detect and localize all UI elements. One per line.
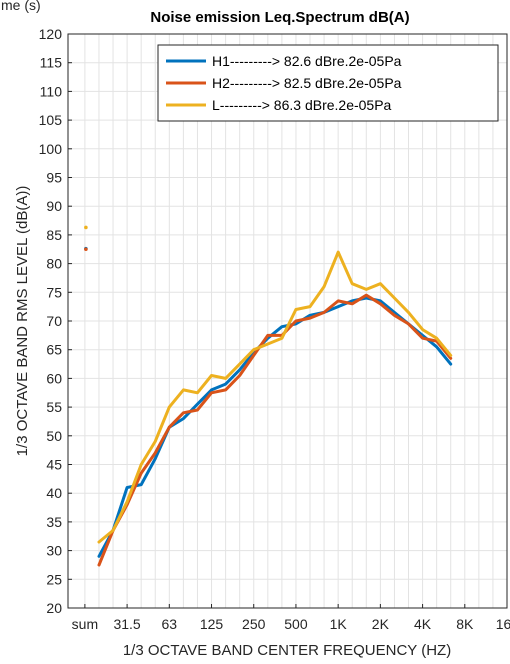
y-tick-label: 105 <box>39 112 63 128</box>
y-tick-label: 100 <box>39 141 63 157</box>
series-lines <box>84 225 453 567</box>
chart-title: Noise emission Leq.Spectrum dB(A) <box>150 9 409 26</box>
y-tick-label: 40 <box>46 485 62 501</box>
legend: H1---------> 82.6 dBre.2e-05Pa H2--------… <box>157 44 499 122</box>
series-line-1 <box>97 293 453 567</box>
y-tick-label: 75 <box>46 284 62 300</box>
x-tick-label: 1K <box>330 616 348 632</box>
y-tick-label: 20 <box>46 600 62 616</box>
x-tick-label: 125 <box>200 616 224 632</box>
y-tick-label: 90 <box>46 198 62 214</box>
legend-entry-2: L---------> 86.3 dBre.2e-05Pa <box>212 97 392 113</box>
y-tick-label: 60 <box>46 370 62 386</box>
y-tick-label: 45 <box>46 457 62 473</box>
x-tick-label: 2K <box>372 616 390 632</box>
y-tick-label: 70 <box>46 313 62 329</box>
x-tick-label: 500 <box>284 616 308 632</box>
y-tick-label: 115 <box>40 55 63 71</box>
x-tick-label: sum <box>72 616 98 632</box>
y-tick-label: 50 <box>46 428 62 444</box>
series-line-2 <box>97 250 453 544</box>
x-tick-label: 250 <box>242 616 266 632</box>
y-tick-label: 55 <box>46 399 62 415</box>
y-tick-label: 65 <box>46 342 62 358</box>
y-tick-label: 95 <box>46 170 62 186</box>
y-tick-label: 80 <box>46 256 62 272</box>
clipped-header-text: me (s) <box>1 0 41 13</box>
y-tick-label: 30 <box>46 543 62 559</box>
y-tick-label: 35 <box>46 514 62 530</box>
legend-box <box>157 44 499 122</box>
legend-entry-0: H1---------> 82.6 dBre.2e-05Pa <box>212 53 402 69</box>
y-axis-label: 1/3 OCTAVE BAND RMS LEVEL (dB(A)) <box>14 186 31 457</box>
x-tick-label: 31.5 <box>113 616 140 632</box>
sum-point-1 <box>84 247 88 252</box>
x-tick-label: 63 <box>162 616 178 632</box>
y-tick-label: 85 <box>46 227 62 243</box>
y-tick-label: 25 <box>46 571 62 587</box>
plot-frame <box>67 33 508 609</box>
legend-entry-1: H2---------> 82.5 dBre.2e-05Pa <box>212 75 402 91</box>
y-tick-labels: 20 25 30 35 40 45 50 55 60 65 70 75 80 85 90 95 100 105 11… <box>39 26 72 616</box>
x-tick-label: 16k <box>496 616 510 632</box>
x-axis-label: 1/3 OCTAVE BAND CENTER FREQUENCY (HZ) <box>123 642 451 659</box>
x-tick-label: 8K <box>456 616 474 632</box>
y-tick-label: 120 <box>39 26 63 42</box>
x-tick-labels: sum 31.5 63 125 250 500 1K 2K 4K 8K 16k <box>72 604 510 632</box>
y-tick-label: 110 <box>40 83 63 99</box>
x-tick-label: 4K <box>414 616 432 632</box>
sum-point-2 <box>84 225 88 230</box>
series-line-0 <box>97 296 453 558</box>
